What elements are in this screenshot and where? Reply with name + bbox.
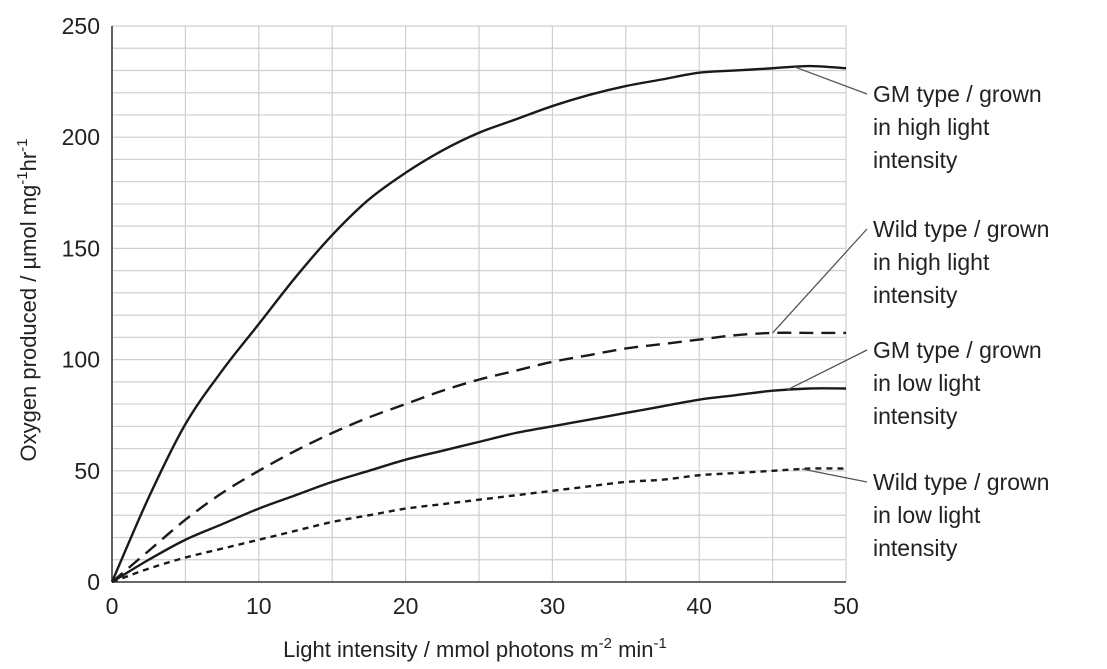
series-label-2-line-2: in high light — [873, 249, 990, 275]
x-axis-title: Light intensity / mmol photons m-2 min-1 — [283, 635, 667, 662]
y-axis-title: Oxygen produced / µmol mg-1hr-1 — [14, 138, 41, 461]
series-label-4-line-1: Wild type / grown — [873, 469, 1049, 495]
series-label-1-line-1: GM type / grown — [873, 81, 1042, 107]
series-pointer-1 — [794, 66, 868, 95]
y-tick-label: 200 — [62, 124, 100, 150]
series-line-2 — [111, 331, 846, 583]
series-pointer-4 — [801, 468, 868, 483]
x-tick-label: 0 — [106, 593, 119, 619]
series-label-3-line-1: GM type / grown — [873, 337, 1042, 363]
series-label-2-line-1: Wild type / grown — [873, 216, 1049, 242]
series-line-4 — [111, 467, 847, 584]
series-label-1-line-3: intensity — [873, 147, 958, 173]
series-line-1 — [110, 64, 847, 583]
y-tick-label: 0 — [87, 569, 100, 595]
y-tick-label: 150 — [62, 235, 100, 261]
series-lines — [110, 64, 847, 584]
x-tick-label: 40 — [686, 593, 712, 619]
series-pointer-2 — [772, 228, 868, 334]
y-tick-label: 50 — [74, 458, 100, 484]
x-tick-label: 50 — [833, 593, 859, 619]
series-label-2-line-3: intensity — [873, 282, 958, 308]
y-tick-label: 250 — [62, 13, 100, 39]
series-line-3 — [111, 387, 847, 584]
series-label-4-line-3: intensity — [873, 535, 958, 561]
series-label-4-line-2: in low light — [873, 502, 981, 528]
series-label-1-line-2: in high light — [873, 114, 990, 140]
series-labels: GM type / grown in high light intensity Wil… — [772, 66, 1049, 561]
series-label-3-line-2: in low light — [873, 370, 981, 396]
series-label-3-line-3: intensity — [873, 403, 958, 429]
axes — [111, 26, 846, 583]
x-tick-label: 30 — [540, 593, 566, 619]
tick-labels: 0 10 20 30 40 50 0 50 100 150 200 250 — [62, 13, 859, 619]
y-tick-label: 100 — [62, 347, 100, 373]
x-tick-label: 10 — [246, 593, 272, 619]
x-tick-label: 20 — [393, 593, 419, 619]
series-pointer-3 — [786, 349, 868, 391]
